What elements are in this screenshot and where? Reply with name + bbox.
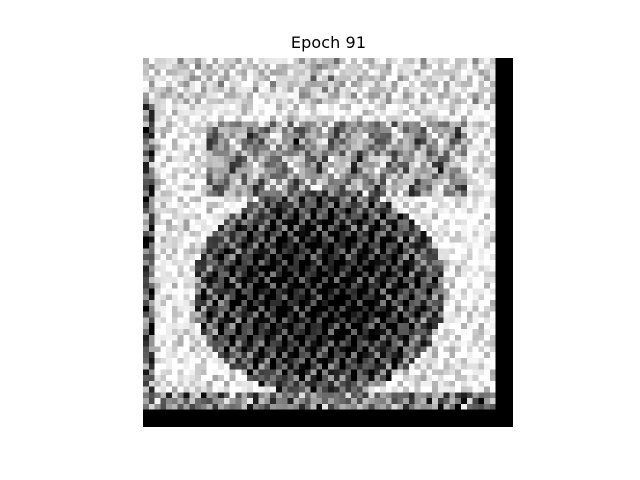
- figure-title: Epoch 91: [290, 33, 367, 52]
- generated-image: [143, 58, 513, 427]
- generated-image-canvas: [143, 58, 513, 427]
